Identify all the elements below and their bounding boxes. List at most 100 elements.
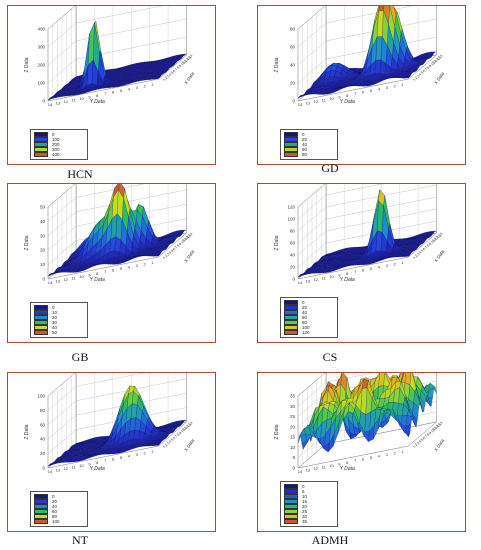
chart-panel-5: x1y2z10204060801001413121110987654321123…: [7, 372, 216, 532]
z-tick-label: 20: [40, 451, 46, 456]
y-tick-label: 3: [386, 85, 389, 90]
y-tick-label: 7: [354, 458, 357, 463]
x-tick-label: 5: [420, 249, 424, 253]
legend-label: 100: [52, 519, 60, 524]
legend-label: 35: [302, 519, 308, 524]
legend-swatch: [284, 514, 298, 519]
x-tick-label: 11: [182, 59, 187, 64]
legend-label: 80: [52, 514, 58, 519]
x-tick-label: 13: [186, 234, 192, 240]
x-tick-label: 13: [436, 423, 442, 429]
x-tick-label: 11: [432, 59, 437, 64]
x-tick-label: 3: [166, 252, 170, 256]
y-tick-label: 2: [394, 83, 397, 88]
y-axis-label: Y Data: [90, 277, 105, 283]
legend-label: 60: [302, 147, 308, 152]
x-tick-label: 4: [418, 440, 422, 444]
legend-label: 0: [302, 484, 305, 489]
x-axis-label: X Data: [433, 71, 445, 86]
y-tick-label: 7: [104, 269, 107, 274]
x-tick-label: 9: [178, 64, 182, 68]
x-tick-label: 8: [426, 433, 430, 437]
y-tick-label: 2: [144, 83, 147, 88]
legend-entry: 100: [34, 519, 84, 524]
legend-entry: 100: [284, 325, 334, 330]
legend-entry: 10: [284, 494, 334, 499]
x-tick-label: 12: [184, 57, 190, 63]
z-tick-label: 120: [287, 205, 295, 210]
chart-caption: CS: [322, 350, 338, 364]
x-tick-label: 10: [180, 428, 186, 434]
x-tick-label: 12: [434, 424, 440, 430]
legend-label: 0: [52, 132, 55, 137]
chart-caption: HCN: [67, 167, 93, 181]
legend-label: 40: [52, 325, 58, 330]
legend-entry: 35: [284, 519, 334, 524]
chart-caption: GD: [321, 161, 339, 175]
legend-entry: 5: [284, 489, 334, 494]
x-tick-label: 14: [188, 421, 194, 427]
x-tick-label: 4: [168, 251, 172, 255]
legend-entry: 40: [34, 504, 84, 509]
legend-entry: 120: [284, 330, 334, 335]
y-tick-label: 6: [112, 90, 115, 95]
x-tick-label: 8: [176, 66, 180, 70]
y-tick-label: 14: [48, 102, 53, 107]
x-tick-label: 14: [438, 54, 444, 60]
y-tick-label: 4: [378, 87, 381, 92]
y-tick-label: 14: [298, 469, 303, 474]
y-tick-label: 10: [79, 96, 84, 101]
legend-label: 80: [302, 320, 308, 325]
x-tick-label: 2: [164, 76, 168, 80]
x-tick-label: 12: [434, 235, 440, 241]
legend-entry: 0: [284, 132, 334, 137]
y-tick-label: 8: [96, 93, 99, 98]
x-tick-label: 6: [172, 69, 176, 73]
x-tick-label: 11: [432, 426, 437, 431]
x-axis-label: X Data: [183, 438, 195, 453]
legend-entry: 80: [284, 152, 334, 157]
surface-facet: [153, 254, 161, 257]
legend-label: 100: [302, 325, 310, 330]
x-tick-label: 10: [430, 239, 436, 245]
z-tick-label: 0: [42, 466, 45, 471]
z-tick-label: 60: [290, 241, 296, 246]
x-tick-label: 9: [428, 242, 432, 246]
legend-label: 10: [302, 494, 308, 499]
legend: 0 20 40 60 80 100: [30, 491, 88, 527]
y-tick-label: 4: [378, 454, 381, 459]
y-tick-label: 11: [72, 465, 77, 470]
legend-swatch: [284, 132, 298, 137]
z-tick-label: 300: [37, 45, 45, 50]
surface-mesh: [47, 184, 187, 277]
legend-label: 15: [302, 499, 308, 504]
y-tick-label: 12: [314, 277, 319, 282]
x-tick-label: 14: [188, 54, 194, 60]
legend-label: 20: [302, 305, 308, 310]
z-tick-label: 15: [290, 435, 296, 440]
y-tick-label: 13: [56, 101, 61, 106]
chart-panel-1: 03_1-1(2)0100200300400141312111098765432…: [7, 5, 216, 165]
legend-label: 400: [52, 152, 60, 157]
y-tick-label: 7: [104, 458, 107, 463]
legend-swatch: [34, 509, 48, 514]
y-tick-label: 12: [64, 277, 69, 282]
x-tick-label: 8: [176, 244, 180, 248]
z-tick-label: 30: [290, 404, 296, 409]
z-tick-label: 400: [37, 27, 45, 32]
x-tick-label: 12: [434, 57, 440, 63]
surface-facet: [403, 430, 410, 438]
legend: 0 5 10 15 20 25 30 35: [280, 481, 338, 527]
y-tick-label: 6: [362, 268, 365, 273]
y-tick-label: 4: [378, 265, 381, 270]
legend-label: 80: [302, 152, 308, 157]
z-tick-label: 0: [292, 277, 295, 282]
legend-swatch: [284, 152, 298, 157]
y-tick-label: 14: [48, 280, 53, 285]
legend-label: 50: [52, 330, 58, 335]
x-axis-label: X Data: [433, 438, 445, 453]
legend-swatch: [34, 137, 48, 142]
legend-label: 100: [52, 137, 60, 142]
legend-entry: 25: [284, 509, 334, 514]
